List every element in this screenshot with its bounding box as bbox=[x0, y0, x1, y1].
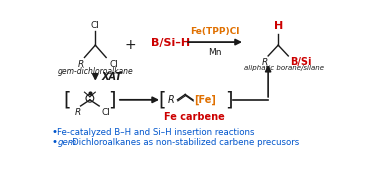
Text: ]: ] bbox=[108, 90, 116, 109]
Text: B/Si: B/Si bbox=[290, 57, 311, 68]
Text: aliphatic borane/silane: aliphatic borane/silane bbox=[245, 65, 324, 71]
Text: R: R bbox=[168, 95, 175, 105]
Text: Cl: Cl bbox=[91, 21, 100, 30]
Text: [: [ bbox=[64, 90, 71, 109]
Text: R: R bbox=[262, 58, 268, 67]
Text: Cl: Cl bbox=[109, 60, 118, 69]
Text: XAT: XAT bbox=[102, 72, 122, 82]
Text: [Fe]: [Fe] bbox=[195, 95, 216, 105]
Text: Cl: Cl bbox=[102, 108, 110, 116]
Text: H: H bbox=[274, 21, 283, 31]
Text: Mn: Mn bbox=[208, 48, 222, 57]
Text: Fe-catalyzed B–H and Si–H insertion reactions: Fe-catalyzed B–H and Si–H insertion reac… bbox=[57, 128, 255, 137]
Text: ]: ] bbox=[226, 90, 233, 109]
Text: Fe(TPP)Cl: Fe(TPP)Cl bbox=[190, 27, 239, 36]
Text: R: R bbox=[78, 60, 84, 69]
Text: +: + bbox=[124, 38, 136, 52]
Text: gem: gem bbox=[57, 138, 76, 147]
Text: [: [ bbox=[158, 90, 166, 109]
Text: B/Si–H: B/Si–H bbox=[151, 38, 190, 48]
Text: -Dichloroalkanes as non-stabilized carbene precusors: -Dichloroalkanes as non-stabilized carbe… bbox=[69, 138, 299, 147]
Text: •: • bbox=[52, 127, 58, 137]
Text: Fe carbene: Fe carbene bbox=[164, 112, 225, 122]
Text: gem-dichloroalkane: gem-dichloroalkane bbox=[57, 67, 133, 76]
Text: •: • bbox=[52, 137, 58, 147]
Text: R: R bbox=[75, 108, 81, 116]
